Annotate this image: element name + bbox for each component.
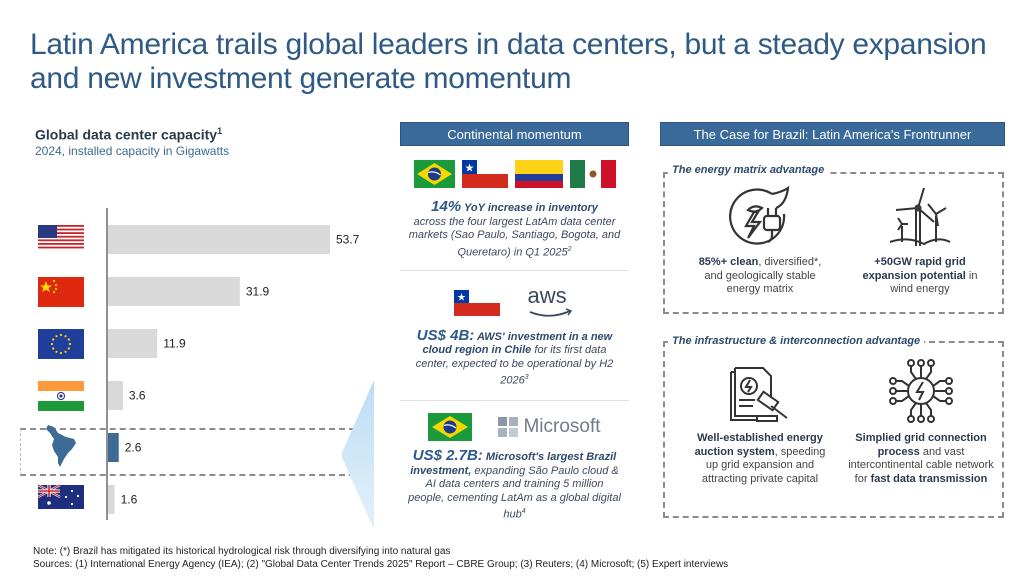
chart-subtitle: 2024, installed capacity in Gigawatts (35, 144, 230, 158)
brazil-flag-icon (428, 413, 473, 442)
bar-european-union (108, 329, 158, 358)
bar-india (108, 381, 123, 410)
colombia-flag-icon (514, 160, 563, 188)
footnote-ref: 4 (521, 508, 526, 516)
australia-flag-icon (37, 483, 84, 509)
auction-document-gavel-icon (730, 367, 788, 422)
microsoft-investment-bold: Microsoft's largest Brazil investment, (410, 451, 617, 477)
aws-investment-value: US$ 4B: (416, 326, 475, 344)
chart-title: Global data center capacity1 (35, 126, 222, 143)
capacity-bar-chart: 53.7 31.9 11.9 3.6 2.6 1.6 (37, 208, 360, 520)
clean-energy-bold: 85%+ clean (698, 256, 759, 268)
continental-momentum-header: Continental momentum (400, 122, 629, 146)
wind-energy-text: +50GW rapid grid expansion potential in … (850, 256, 990, 297)
us-flag-icon (38, 225, 84, 249)
inventory-growth-text: 14% YoY increase in inventory across the… (400, 198, 629, 260)
footnote: Note: (*) Brazil has mitigated its histo… (33, 546, 451, 557)
energy-auction-bold: Well-established energy auction system (694, 432, 823, 458)
microsoft-investment-value: US$ 2.7B: (412, 447, 483, 465)
latam-highlight-box (20, 428, 355, 476)
china-flag-icon (38, 277, 84, 307)
wind-turbine-icon (889, 187, 951, 246)
india-flag-icon (38, 381, 84, 411)
clean-energy-detail: , diversified*, and geologically stable … (704, 256, 822, 295)
microsoft-squares-icon (498, 417, 519, 438)
bar-value-label: 1.6 (121, 493, 138, 507)
infrastructure-label: The infrastructure & interconnection adv… (668, 335, 925, 347)
grid-connection-text: Simplied grid connection process and vas… (846, 432, 996, 486)
sources: Sources: (1) International Energy Agency… (33, 559, 729, 570)
callout-funnel (342, 380, 374, 530)
mexico-flag-icon (569, 160, 616, 188)
chile-flag-icon (453, 289, 500, 316)
microsoft-investment-text: US$ 2.7B: Microsoft's largest Brazil inv… (400, 447, 629, 522)
bar-united-states (108, 225, 330, 254)
brazil-case-panel: The Case for Brazil: Latin America's Fro… (660, 122, 1005, 146)
footnote-ref: 3 (524, 374, 529, 382)
fast-data-bold: fast data transmission (870, 472, 988, 485)
latam-map-icon (46, 425, 76, 467)
brazil-case-header: The Case for Brazil: Latin America's Fro… (660, 122, 1005, 146)
aws-logo-text: aws (527, 282, 567, 308)
aws-logo: aws (526, 283, 576, 319)
brazil-flag-icon (413, 160, 455, 188)
bar-value-label: 53.7 (336, 233, 360, 247)
chart-title-footnote: 1 (217, 126, 223, 136)
energy-matrix-label: The energy matrix advantage (668, 164, 829, 176)
bar-latin-america (108, 433, 119, 462)
grid-connection-bold: Simplied grid connection process (855, 432, 987, 458)
wind-energy-detail: in wind energy (890, 269, 978, 296)
inventory-growth-value: 14% (431, 198, 462, 215)
aws-smile-icon (529, 307, 572, 317)
microsoft-logo-text: Microsoft (523, 416, 601, 438)
green-energy-plug-icon (729, 186, 790, 245)
aws-investment-text: US$ 4B: AWS' investment in a new cloud r… (400, 326, 629, 389)
continental-momentum-panel: Continental momentum 14% YoY increase in… (400, 122, 629, 542)
latam-flags-row (400, 160, 629, 188)
clean-energy-cell: 85%+ clean, diversified*, and geological… (690, 186, 830, 297)
eu-flag-icon (38, 329, 84, 359)
page-title: Latin America trails global leaders in d… (30, 28, 987, 95)
chart-title-text: Global data center capacity (35, 126, 218, 143)
footnote-ref: 2 (567, 245, 572, 253)
grid-connection-cell: Simplied grid connection process and vas… (846, 358, 996, 486)
energy-network-icon (889, 359, 953, 423)
bar-china (108, 277, 240, 306)
microsoft-logo-row: Microsoft (400, 413, 629, 442)
energy-auction-text: Well-established energy auction system, … (690, 432, 830, 486)
inventory-growth-detail: across the four largest LatAm data cente… (408, 215, 621, 259)
aws-investment-detail: for its first data center, expected to b… (415, 344, 614, 387)
aws-logo-row: aws (400, 283, 629, 319)
aws-investment-bold: AWS' investment in a new cloud region in… (422, 330, 613, 357)
microsoft-investment-detail: expanding São Paulo cloud & AI data cent… (408, 464, 621, 521)
divider (400, 400, 629, 402)
energy-matrix-box (663, 172, 1004, 314)
bar-value-label: 11.9 (163, 337, 186, 351)
bar-value-label: 3.6 (129, 389, 146, 403)
chile-flag-icon (461, 160, 508, 188)
divider (400, 269, 629, 271)
bar-australia (108, 485, 115, 514)
bar-value-label: 31.9 (246, 285, 270, 299)
grid-connection-detail: and vast intercontinental cable network … (848, 445, 994, 485)
microsoft-logo: Microsoft (498, 416, 601, 438)
energy-auction-detail: , speeding up grid expansion and attract… (701, 445, 826, 485)
bar-value-label: 2.6 (125, 441, 142, 455)
wind-energy-bold: +50GW rapid grid expansion potential (862, 256, 966, 282)
inventory-growth-bold: YoY increase in inventory (461, 202, 598, 214)
energy-auction-cell: Well-established energy auction system, … (690, 358, 830, 486)
wind-energy-cell: +50GW rapid grid expansion potential in … (850, 186, 990, 297)
clean-energy-text: 85%+ clean, diversified*, and geological… (690, 256, 830, 297)
